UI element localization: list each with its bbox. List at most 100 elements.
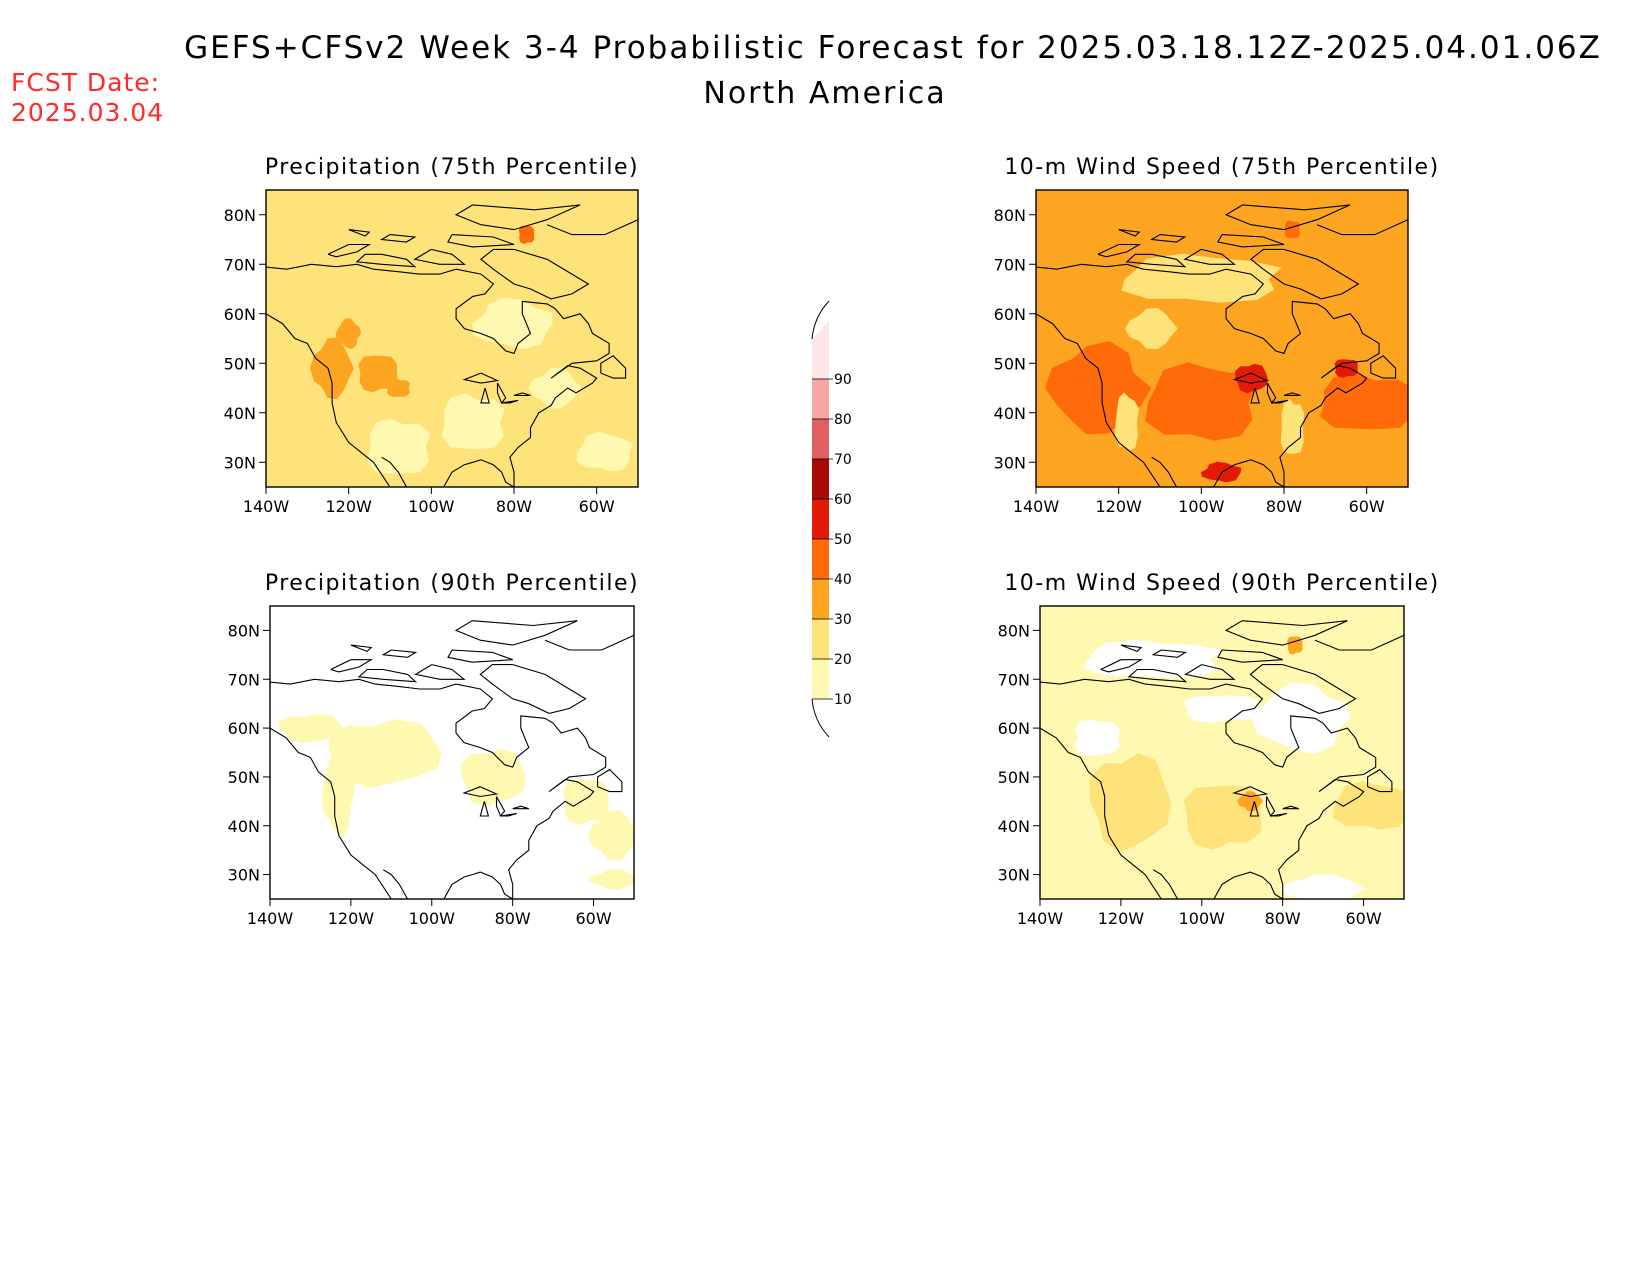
lon-tick-label: 100W [1178, 497, 1225, 516]
lat-tick-label: 70N [224, 255, 256, 274]
coastline [1118, 229, 1141, 237]
probability-contour [1251, 682, 1351, 755]
panel-title: Precipitation (75th Percentile) [265, 155, 639, 180]
colorbar-segment [812, 419, 829, 459]
probability-contour [1320, 373, 1408, 430]
colorbar-segment [812, 499, 829, 539]
colorbar-segment [812, 459, 829, 499]
lon-tick-label: 120W [1095, 497, 1142, 516]
lat-tick-label: 60N [998, 719, 1030, 738]
coastline [1125, 253, 1187, 268]
coastlines [270, 620, 634, 899]
coastline [1040, 678, 1377, 899]
coastline [1370, 355, 1397, 379]
lon-tick-label: 100W [408, 497, 455, 516]
probability-contour [461, 748, 526, 808]
probability-contour [1279, 874, 1366, 899]
coastline [414, 664, 466, 680]
colorbar-top-cap [812, 321, 829, 339]
coastline [600, 355, 627, 379]
coastline [413, 248, 466, 265]
coastline [500, 812, 517, 817]
coastline [501, 399, 519, 404]
lon-tick-label: 80W [1266, 497, 1302, 516]
coastline [447, 649, 513, 663]
probability-contour [335, 318, 362, 350]
wind-90th-panel: 10-m Wind Speed (90th Percentile) 140W 120… [998, 571, 1439, 928]
lon-tick-label: 140W [1013, 497, 1060, 516]
lon-tick-label: 100W [409, 909, 456, 928]
probability-contour [471, 297, 553, 350]
coastline [597, 768, 623, 793]
coastline [1120, 644, 1143, 653]
coastline [327, 243, 372, 258]
coastline [330, 659, 374, 673]
lat-tick-label: 80N [228, 621, 260, 640]
coastline [1152, 869, 1178, 899]
probability-field [270, 606, 634, 899]
coastlines [266, 204, 638, 487]
coastline [1213, 871, 1283, 899]
coastline [1249, 801, 1260, 817]
probability-contour [328, 719, 442, 788]
lon-tick-label: 140W [247, 909, 294, 928]
lat-tick-label: 70N [228, 670, 260, 689]
coastline [1036, 263, 1380, 487]
map-frame [1039, 605, 1405, 900]
coastline [454, 204, 581, 231]
lat-tick-label: 30N [998, 866, 1030, 885]
lon-tick-label: 60W [575, 909, 611, 928]
coastline [1217, 649, 1283, 663]
coastline [443, 459, 515, 487]
colorbar-segment [812, 339, 829, 379]
colorbar-tick-label: 30 [834, 612, 852, 628]
precip-75th-panel: Precipitation (75th Percentile) 140W 120W 1… [224, 155, 639, 516]
lat-tick-label: 60N [224, 305, 256, 324]
coastline [270, 727, 392, 899]
lon-tick-label: 100W [1179, 909, 1226, 928]
lon-tick-label: 120W [1098, 909, 1145, 928]
colorbar-tick-label: 90 [834, 372, 852, 388]
coastline [480, 387, 490, 404]
coastline [348, 229, 371, 237]
coastline [513, 392, 531, 396]
colorbar-tick-label: 60 [834, 492, 852, 508]
coastline [1283, 392, 1301, 396]
forecast-date-value: 2025.03.04 [11, 98, 165, 127]
coastline [1224, 620, 1348, 646]
coastline [462, 372, 500, 384]
probability-contour [1074, 719, 1120, 756]
panel-title: 10-m Wind Speed (90th Percentile) [1004, 571, 1439, 596]
colorbar-segment [812, 579, 829, 619]
lon-tick-label: 60W [1345, 909, 1381, 928]
coastline [1036, 313, 1161, 487]
coastline [544, 634, 634, 651]
lon-tick-label: 80W [1265, 909, 1301, 928]
probability-contour [1234, 363, 1268, 394]
probability-contour [358, 355, 398, 393]
precip-90th-panel: Precipitation (90th Percentile) 140W 120W 1… [228, 571, 638, 928]
coastline [1314, 634, 1404, 651]
coastline [1213, 459, 1285, 487]
lon-tick-label: 60W [579, 497, 615, 516]
colorbar-tick-label: 70 [834, 452, 852, 468]
coastline [1250, 387, 1260, 404]
colorbar-segment [812, 659, 829, 699]
coastline [1282, 805, 1299, 810]
colorbar-segment [812, 539, 829, 579]
panel-title: 10-m Wind Speed (75th Percentile) [1004, 155, 1439, 180]
lat-tick-label: 50N [224, 354, 256, 373]
probability-contour [1287, 636, 1303, 655]
coastline [350, 644, 373, 653]
coastline [454, 620, 578, 646]
lat-tick-label: 40N [228, 817, 260, 836]
lon-tick-label: 120W [325, 497, 372, 516]
coastline [1183, 248, 1236, 265]
coastline [1097, 243, 1142, 258]
coastline [1149, 234, 1187, 243]
probability-contour [1183, 695, 1262, 723]
lat-tick-label: 40N [224, 404, 256, 423]
lat-tick-label: 60N [994, 305, 1026, 324]
lat-tick-label: 60N [228, 719, 260, 738]
lon-tick-label: 120W [328, 909, 375, 928]
